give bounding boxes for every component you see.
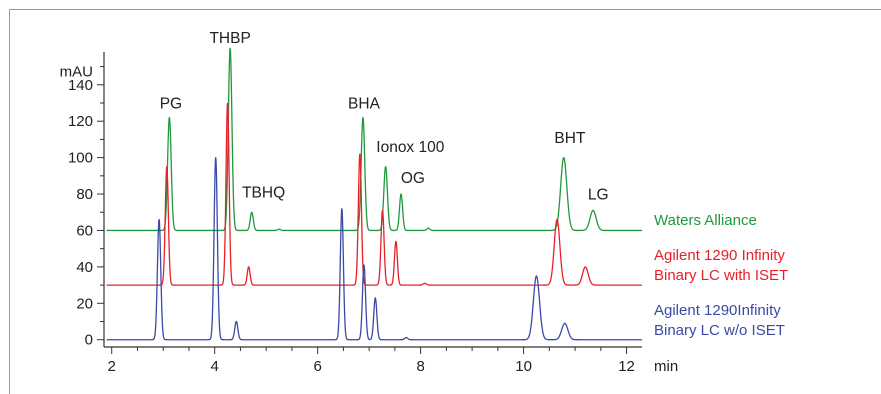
x-tick-label: 10 (515, 358, 532, 375)
legend-entry-label: Agilent 1290Infinity (654, 302, 781, 319)
y-tick-label: 100 (68, 150, 93, 167)
legend-entry-label: Waters Alliance (654, 212, 757, 229)
legend-entry-label: Agilent 1290 Infinity (654, 247, 785, 264)
peak-label: TBHQ (242, 185, 285, 202)
x-tick-label: 2 (108, 358, 116, 375)
series-line-0 (106, 47, 643, 232)
x-axis-label: min (654, 358, 678, 375)
y-tick-label: 20 (76, 295, 93, 312)
x-tick-label: 4 (211, 358, 219, 375)
y-tick-label: 120 (68, 113, 93, 130)
y-tick-label: 80 (76, 186, 93, 203)
x-tick-label: 12 (618, 358, 635, 375)
peak-label: BHT (554, 130, 586, 147)
series-layer (106, 47, 643, 341)
legend-entry-label: Binary LC w/o ISET (654, 322, 785, 339)
y-tick-label: 0 (85, 332, 93, 349)
y-tick-label: 40 (76, 259, 93, 276)
legend-entry-0: Waters Alliance (654, 212, 757, 229)
peak-labels: PG THBP TBHQ BHA Ionox 100 OG BHT LG (160, 30, 609, 204)
legend-entry-1: Agilent 1290 Infinity Binary LC with ISET (654, 247, 788, 284)
legend-entry-2: Agilent 1290Infinity Binary LC w/o ISET (654, 302, 785, 339)
y-tick-label: 60 (76, 222, 93, 239)
x-tick-label: 8 (416, 358, 424, 375)
y-tick-label: 140 (68, 77, 93, 94)
series-line-2 (106, 156, 643, 341)
peak-label: PG (160, 95, 182, 112)
series-line-1 (106, 102, 643, 286)
peak-label: Ionox 100 (376, 139, 444, 156)
legend: Waters Alliance Agilent 1290 Infinity Bina… (654, 212, 788, 339)
peak-label: BHA (348, 95, 381, 112)
peak-label: LG (588, 187, 609, 204)
legend-entry-label: Binary LC with ISET (654, 267, 788, 284)
peak-label: THBP (209, 30, 250, 47)
x-tick-label: 6 (313, 358, 321, 375)
peak-label: OG (401, 170, 425, 187)
y-axis-label: mAU (60, 64, 93, 81)
